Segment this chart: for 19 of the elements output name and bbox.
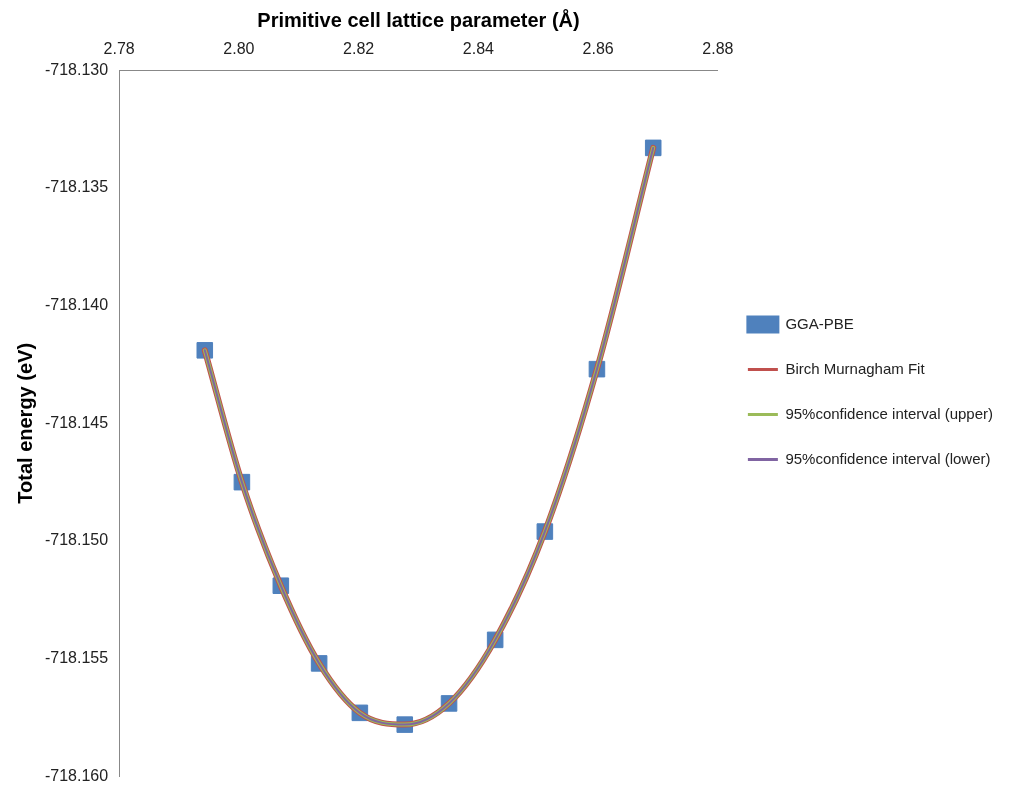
y-axis-title: Total energy (eV)	[13, 342, 36, 504]
y-tick-label: -718.145	[44, 413, 109, 431]
x-tick-label: 2.80	[223, 40, 255, 58]
x-tick-label: 2.84	[462, 40, 495, 58]
y-tick-label: -718.140	[44, 296, 109, 314]
legend-label: 95%confidence interval (upper)	[785, 404, 994, 422]
x-axis-title: Primitive cell lattice parameter (Å)	[257, 7, 580, 31]
y-tick-label: -718.160	[44, 766, 109, 784]
legend-label: GGA-PBE	[785, 314, 854, 332]
legend-label: 95%confidence interval (lower)	[785, 449, 991, 467]
y-tick-label: -718.155	[44, 649, 109, 667]
x-tick-label: 2.82	[343, 40, 375, 58]
y-tick-label: -718.135	[44, 178, 109, 196]
x-tick-label: 2.86	[582, 40, 614, 58]
legend-label: Birch Murnagham Fit	[785, 359, 926, 377]
y-tick-label: -718.150	[44, 531, 109, 549]
x-tick-label: 2.88	[702, 40, 734, 58]
x-tick-label: 2.78	[103, 40, 135, 58]
y-tick-label: -718.130	[44, 60, 109, 78]
